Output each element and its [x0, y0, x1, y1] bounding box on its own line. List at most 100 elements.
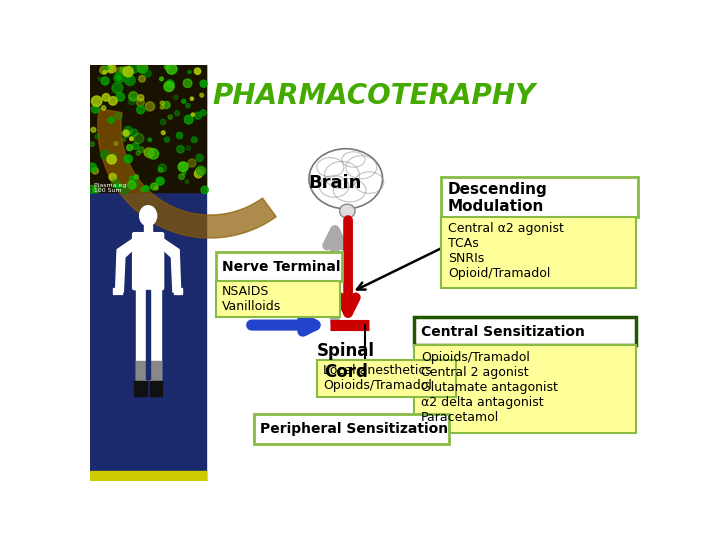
Circle shape: [92, 167, 99, 174]
Circle shape: [143, 186, 149, 192]
FancyBboxPatch shape: [441, 217, 636, 288]
FancyBboxPatch shape: [414, 345, 636, 433]
Circle shape: [111, 179, 120, 188]
Bar: [116, 288, 117, 294]
Circle shape: [122, 75, 130, 83]
Circle shape: [179, 162, 188, 172]
Bar: [176, 288, 178, 294]
Circle shape: [135, 175, 138, 179]
Circle shape: [123, 130, 129, 136]
Circle shape: [114, 141, 118, 145]
Text: Peripheral Sensitization: Peripheral Sensitization: [261, 422, 449, 436]
Circle shape: [120, 67, 127, 75]
Bar: [145, 291, 150, 379]
Circle shape: [101, 77, 109, 85]
Circle shape: [144, 70, 151, 77]
Circle shape: [100, 66, 108, 74]
Circle shape: [130, 176, 135, 181]
Bar: [150, 288, 161, 381]
FancyBboxPatch shape: [441, 177, 638, 217]
Circle shape: [156, 177, 164, 185]
Circle shape: [184, 79, 192, 87]
Bar: [150, 361, 161, 381]
Circle shape: [90, 142, 94, 146]
FancyBboxPatch shape: [216, 252, 342, 281]
Circle shape: [164, 82, 174, 92]
Circle shape: [188, 70, 192, 73]
Circle shape: [175, 111, 180, 116]
Circle shape: [116, 184, 122, 190]
Circle shape: [166, 80, 174, 87]
Circle shape: [107, 155, 117, 164]
Circle shape: [148, 148, 158, 159]
Circle shape: [201, 186, 208, 193]
FancyBboxPatch shape: [414, 318, 636, 345]
Circle shape: [144, 148, 154, 158]
Circle shape: [161, 101, 164, 105]
Circle shape: [130, 137, 133, 140]
Circle shape: [148, 138, 151, 141]
Circle shape: [188, 159, 196, 167]
Circle shape: [140, 187, 145, 192]
Circle shape: [150, 183, 158, 190]
Circle shape: [93, 186, 100, 193]
Circle shape: [196, 167, 204, 176]
Circle shape: [123, 130, 130, 137]
Circle shape: [176, 145, 184, 153]
Circle shape: [192, 137, 197, 143]
Circle shape: [101, 150, 109, 159]
Circle shape: [88, 185, 96, 193]
Circle shape: [102, 93, 109, 101]
Circle shape: [158, 167, 163, 172]
Bar: [118, 288, 120, 294]
Circle shape: [186, 146, 191, 150]
Circle shape: [129, 92, 138, 101]
Circle shape: [108, 117, 114, 123]
Circle shape: [190, 97, 194, 100]
Circle shape: [144, 150, 149, 155]
Circle shape: [160, 77, 163, 81]
Bar: [120, 288, 122, 294]
Circle shape: [125, 75, 135, 85]
Circle shape: [145, 186, 150, 191]
FancyBboxPatch shape: [253, 414, 449, 444]
Circle shape: [107, 65, 114, 71]
Circle shape: [140, 68, 145, 73]
Circle shape: [121, 186, 129, 194]
Text: PHARMACOTERAPHY: PHARMACOTERAPHY: [212, 82, 536, 110]
Bar: [90, 65, 206, 481]
Text: Local anesthetics
Opioids/Tramadol: Local anesthetics Opioids/Tramadol: [323, 364, 432, 392]
Text: Descending
Modulation: Descending Modulation: [448, 182, 548, 214]
Text: Spinal
Cord: Spinal Cord: [317, 342, 374, 381]
Circle shape: [114, 73, 120, 78]
Circle shape: [109, 173, 117, 180]
Circle shape: [116, 67, 125, 76]
Circle shape: [158, 164, 166, 172]
Circle shape: [127, 145, 132, 151]
Circle shape: [181, 99, 186, 103]
Circle shape: [111, 153, 116, 159]
Bar: [134, 381, 147, 396]
Bar: [144, 225, 152, 234]
Circle shape: [155, 186, 158, 190]
Circle shape: [127, 181, 136, 189]
Circle shape: [194, 68, 201, 75]
Circle shape: [103, 70, 107, 74]
Circle shape: [125, 155, 132, 163]
Circle shape: [107, 64, 116, 73]
Circle shape: [138, 94, 144, 101]
FancyBboxPatch shape: [216, 281, 340, 316]
Circle shape: [174, 95, 178, 100]
Circle shape: [88, 163, 96, 172]
Circle shape: [138, 63, 148, 73]
Bar: [90, 471, 206, 481]
Ellipse shape: [340, 204, 355, 218]
Circle shape: [184, 115, 193, 124]
Circle shape: [95, 134, 99, 139]
Circle shape: [157, 179, 161, 183]
Circle shape: [109, 97, 117, 105]
FancyBboxPatch shape: [317, 360, 456, 397]
Text: Brain: Brain: [309, 174, 362, 192]
Circle shape: [91, 105, 99, 113]
Circle shape: [128, 63, 138, 73]
